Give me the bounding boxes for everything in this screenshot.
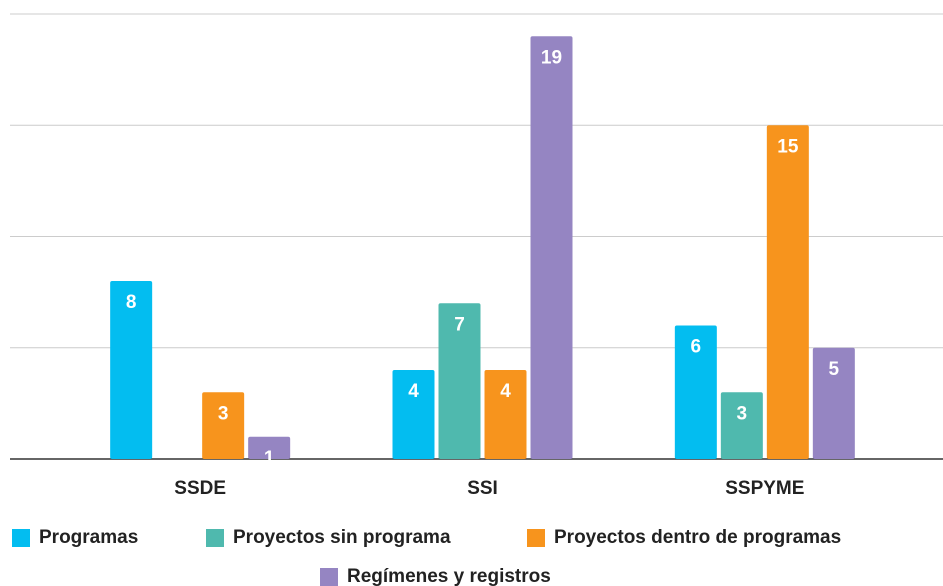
value-label: 6: [691, 337, 702, 358]
value-label: 5: [829, 359, 840, 380]
value-label: 3: [218, 403, 229, 424]
legend-swatch: [206, 529, 224, 547]
x-tick-label: SSI: [467, 478, 498, 499]
bar: [248, 436, 291, 459]
value-label: 15: [777, 136, 799, 157]
bar: [202, 392, 245, 459]
legend-swatch: [527, 529, 545, 547]
legend-swatch: [320, 568, 338, 586]
x-tick-label: SSDE: [174, 478, 226, 499]
value-label: 7: [454, 314, 465, 335]
bar: [484, 370, 527, 459]
legend-label: Proyectos dentro de programas: [554, 527, 841, 548]
legend-label: Proyectos sin programa: [233, 527, 451, 548]
value-label: 8: [126, 292, 137, 313]
x-tick-label: SSPYME: [725, 478, 804, 499]
bar: [812, 347, 855, 459]
bar: [530, 36, 573, 459]
legend-swatch: [12, 529, 30, 547]
bar: [110, 281, 153, 459]
value-label: 4: [408, 381, 419, 402]
bar: [674, 325, 717, 459]
value-label: 4: [500, 381, 511, 402]
bar: [720, 392, 763, 459]
value-label: 3: [737, 403, 748, 424]
legend-label: Regímenes y registros: [347, 566, 551, 586]
value-label: 19: [541, 47, 562, 68]
bar: [438, 303, 481, 459]
legend-label: Programas: [39, 527, 138, 548]
bar: [392, 370, 435, 459]
bar: [766, 125, 809, 459]
value-label: 1: [264, 448, 275, 469]
